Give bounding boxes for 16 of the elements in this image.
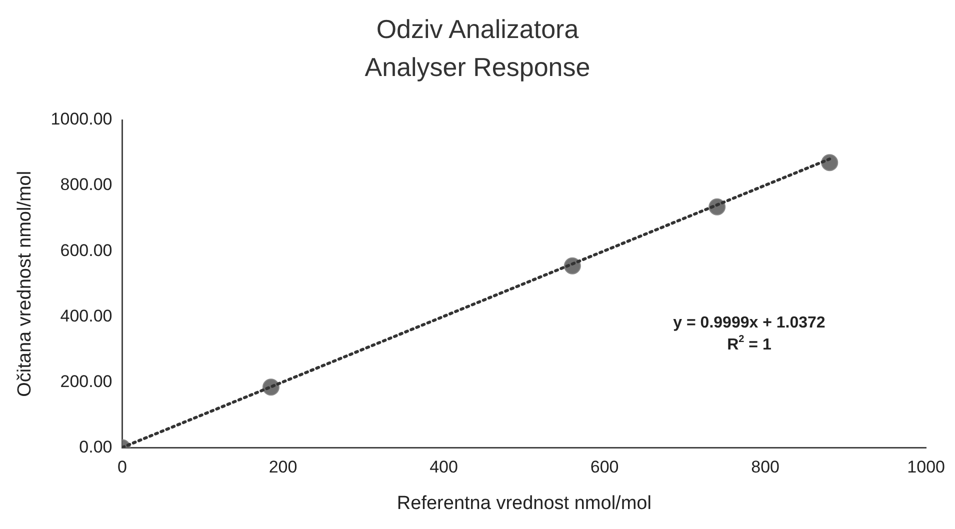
- x-tick-label: 200: [268, 458, 298, 477]
- y-tick-label: 200.00: [60, 372, 112, 391]
- x-tick-label: 800: [751, 458, 780, 477]
- y-axis-title: Očitana vrednost nmol/mol: [14, 170, 36, 397]
- x-tick-label: 400: [430, 458, 458, 477]
- y-tick-label: 800.00: [60, 175, 112, 194]
- y-tick-label: 0.00: [79, 437, 112, 456]
- x-tick-label: 600: [590, 458, 619, 477]
- y-tick-label: 1000.00: [50, 110, 112, 129]
- y-tick-label: 400.00: [60, 306, 112, 326]
- x-axis-title: Referentna vrednost nmol/mol: [396, 492, 652, 514]
- chart-title: Odziv Analizatora Analyser Response: [364, 13, 592, 84]
- y-tick-label: 600.00: [60, 240, 112, 260]
- x-tick-label: 0: [118, 458, 127, 477]
- x-tick-label: 1000: [907, 458, 946, 477]
- annotation: y = 0.9999x + 1.0372: [673, 314, 826, 332]
